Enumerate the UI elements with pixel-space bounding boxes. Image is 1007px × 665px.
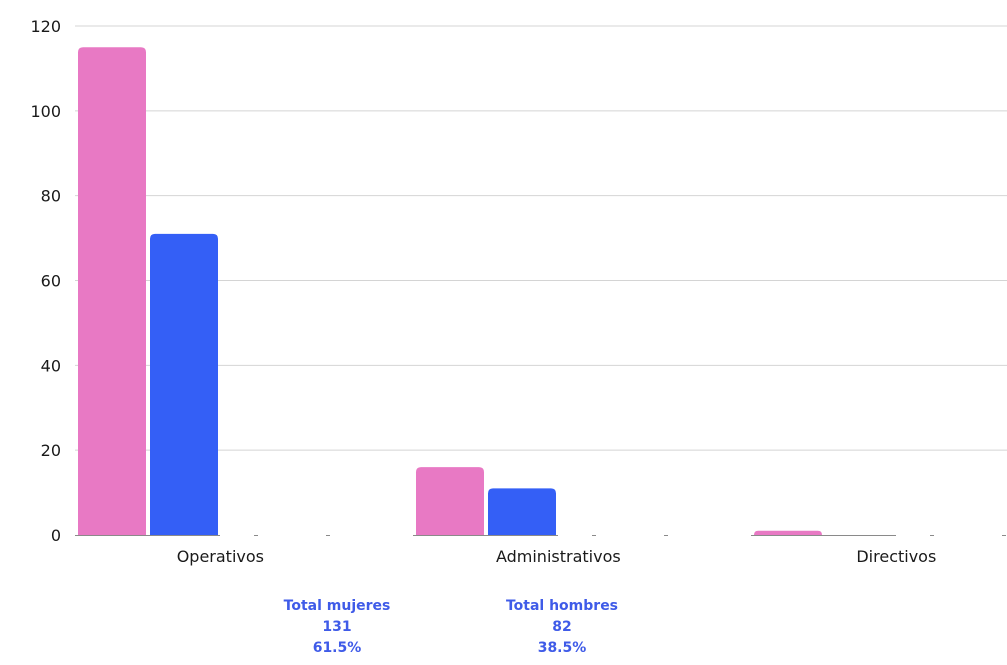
- total-women-label: Total mujeres: [283, 598, 391, 614]
- y-axis-tick-labels: 0 20 40 60 80 100 120: [30, 17, 61, 545]
- y-tick-label: 120: [30, 17, 61, 36]
- bars: [78, 47, 1006, 536]
- bar-chart: 0 20 40 60 80 100 120 Operativos Administrativo…: [30, 17, 1007, 566]
- total-men-count: 82: [552, 619, 572, 635]
- y-tick-label: 20: [41, 441, 61, 460]
- bar-directivos-series-0: [754, 530, 822, 535]
- category-label: Operativos: [177, 547, 264, 566]
- category-labels: Operativos Administrativos Directivos: [177, 547, 937, 566]
- totals-summary: Total mujeres 131 61.5% Total hombres 82…: [0, 596, 1007, 665]
- total-men-percent: 38.5%: [537, 640, 587, 656]
- y-tick-label: 100: [30, 102, 61, 121]
- y-tick-label: 60: [41, 272, 61, 291]
- total-men-block: Total hombres 82 38.5%: [462, 596, 662, 659]
- total-women-percent: 61.5%: [312, 640, 362, 656]
- bar-administrativos-series-0: [416, 467, 484, 535]
- total-women-count: 131: [322, 619, 352, 635]
- category-label: Administrativos: [496, 547, 621, 566]
- bar-operativos-series-1: [150, 233, 218, 535]
- total-men-label: Total hombres: [505, 598, 619, 614]
- bar-operativos-series-0: [78, 47, 146, 535]
- y-tick-label: 0: [51, 526, 61, 545]
- bar-administrativos-series-1: [488, 488, 556, 535]
- grid-lines: [75, 25, 1007, 451]
- y-tick-label: 80: [41, 187, 61, 206]
- category-label: Directivos: [856, 547, 936, 566]
- total-women-block: Total mujeres 131 61.5%: [237, 596, 437, 659]
- y-tick-label: 40: [41, 356, 61, 375]
